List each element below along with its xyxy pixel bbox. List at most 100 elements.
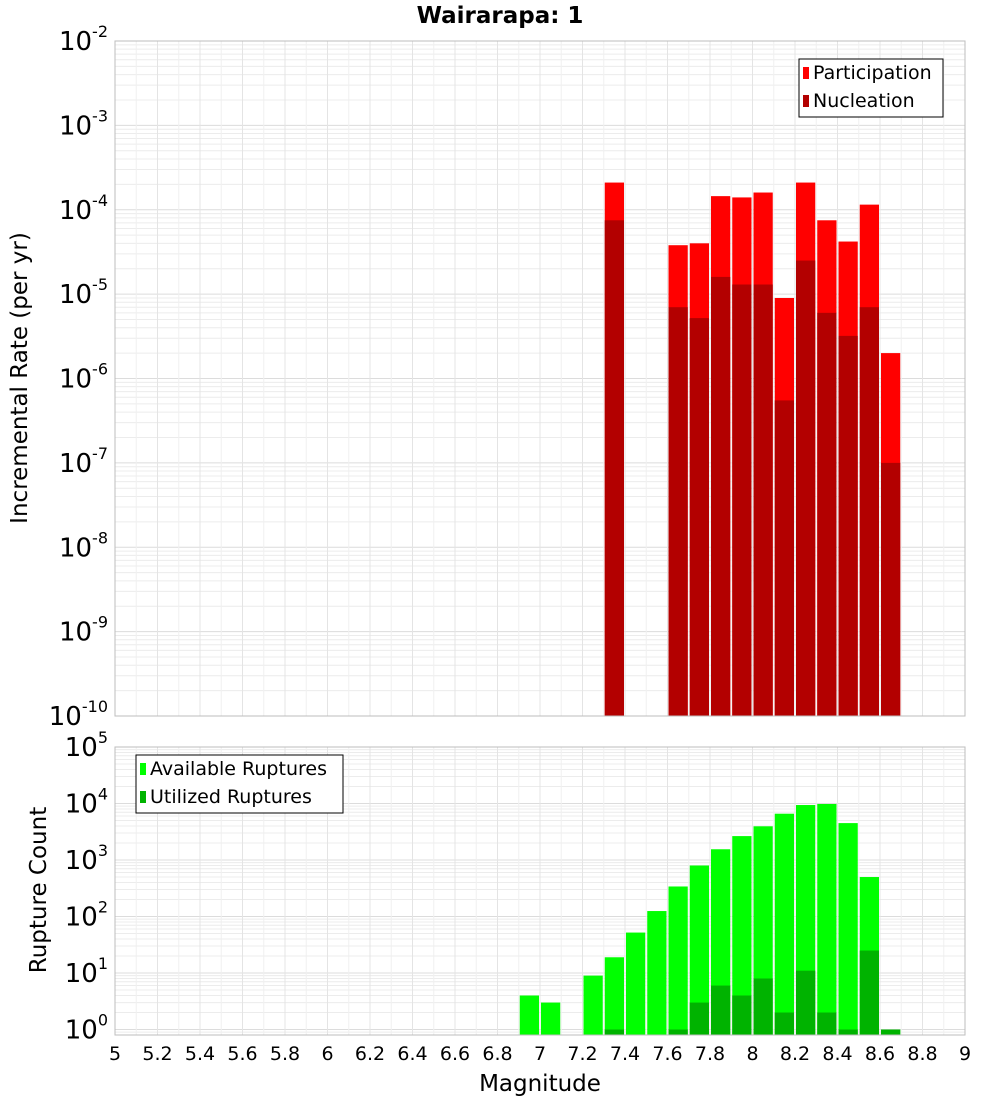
bar xyxy=(753,978,773,1035)
bar xyxy=(519,995,539,1035)
legend-box xyxy=(798,58,944,118)
bar xyxy=(711,985,731,1035)
x-tick-label: 5.6 xyxy=(227,1043,257,1065)
x-tick-label: 6.6 xyxy=(440,1043,470,1065)
bar xyxy=(668,1029,688,1035)
x-tick-label: 8.8 xyxy=(907,1043,937,1065)
x-tick-label: 6.2 xyxy=(355,1043,385,1065)
bar xyxy=(668,886,688,1035)
bar xyxy=(881,462,901,716)
bar xyxy=(838,823,858,1035)
bar xyxy=(732,995,752,1035)
bar xyxy=(732,836,752,1035)
legend-box xyxy=(135,754,344,814)
x-tick-label: 5.2 xyxy=(142,1043,172,1065)
x-tick-label: 8.6 xyxy=(865,1043,895,1065)
x-tick-label: 8 xyxy=(746,1043,758,1065)
top-grid xyxy=(114,40,966,717)
legend-swatch xyxy=(140,791,146,803)
x-tick-label: 6.4 xyxy=(397,1043,427,1065)
y-tick-label: 10-5 xyxy=(59,275,108,310)
x-tick-label: 9 xyxy=(959,1043,971,1065)
y-tick-label: 10-2 xyxy=(59,22,108,57)
y-tick-label: 102 xyxy=(65,898,108,933)
y-tick-label: 10-10 xyxy=(49,697,108,732)
legend-label: Nucleation xyxy=(813,90,915,112)
y-tick-label: 10-3 xyxy=(59,106,108,141)
bar xyxy=(817,804,837,1035)
bar xyxy=(689,318,709,716)
top-y-ticks: 10-2 10-3 10-4 10-5 10-6 10-7 10-8 10-9 10-10 xyxy=(49,22,108,732)
x-tick-label: 5.8 xyxy=(270,1043,300,1065)
y-tick-label: 100 xyxy=(65,1011,108,1046)
x-tick-label: 5 xyxy=(109,1043,121,1065)
x-tick-label: 8.2 xyxy=(780,1043,810,1065)
y-tick-label: 104 xyxy=(65,785,108,820)
bar xyxy=(541,1002,561,1035)
bar xyxy=(774,400,794,716)
x-tick-label: 8.4 xyxy=(822,1043,852,1065)
bar xyxy=(796,260,816,716)
x-tick-label: 7 xyxy=(534,1043,546,1065)
legend-label: Utilized Ruptures xyxy=(150,786,312,808)
y-tick-label: 10-6 xyxy=(59,360,108,395)
y-tick-label: 10-9 xyxy=(59,613,108,648)
bar xyxy=(711,276,731,716)
bar xyxy=(583,975,603,1035)
x-tick-label: 5.4 xyxy=(185,1043,215,1065)
x-tick-label: 7.4 xyxy=(610,1043,640,1065)
bottom-y-axis-label: Rupture Count xyxy=(26,807,52,973)
x-tick-label: 7.6 xyxy=(652,1043,682,1065)
x-tick-label: 6 xyxy=(321,1043,333,1065)
bar xyxy=(668,307,688,716)
top-legend: Participation Nucleation xyxy=(798,58,944,118)
legend-swatch xyxy=(803,67,809,79)
chart-title: Wairarapa: 1 xyxy=(417,3,584,29)
bar xyxy=(732,284,752,716)
y-tick-label: 10-7 xyxy=(59,444,108,479)
bar xyxy=(753,284,773,716)
x-tick-label: 7.2 xyxy=(567,1043,597,1065)
y-tick-label: 101 xyxy=(65,954,108,989)
bottom-legend: Available Ruptures Utilized Ruptures xyxy=(135,754,344,814)
y-tick-label: 105 xyxy=(65,728,108,763)
bottom-plot-frame xyxy=(114,746,966,1036)
bar xyxy=(604,1029,624,1035)
bar xyxy=(838,1029,858,1035)
x-ticks: 5 5.2 5.4 5.6 5.8 6 6.2 6.4 6.6 6.8 7 7.2 7.4 7.6 7.8 8… xyxy=(109,1043,971,1065)
bar xyxy=(647,911,667,1035)
bar xyxy=(859,307,879,716)
bar xyxy=(604,957,624,1035)
y-tick-label: 10-4 xyxy=(59,191,108,226)
bar xyxy=(626,932,646,1035)
top-panel: 10-2 10-3 10-4 10-5 10-6 10-7 10-8 10-9 10-10 Par… xyxy=(49,22,966,732)
x-tick-label: 7.8 xyxy=(695,1043,725,1065)
legend-swatch xyxy=(803,95,809,107)
bar xyxy=(774,1012,794,1035)
bar xyxy=(689,1002,709,1035)
x-tick-label: 6.8 xyxy=(482,1043,512,1065)
bar xyxy=(604,220,624,717)
top-series-front xyxy=(604,220,901,717)
y-tick-label: 103 xyxy=(65,841,108,876)
legend-swatch xyxy=(140,763,146,775)
bar xyxy=(859,950,879,1035)
bottom-series-front xyxy=(604,950,901,1035)
y-tick-label: 10-8 xyxy=(59,528,108,563)
bottom-y-ticks: 105 104 103 102 101 100 xyxy=(65,728,108,1046)
top-y-axis-label: Incremental Rate (per yr) xyxy=(7,232,33,524)
legend-label: Participation xyxy=(813,62,932,84)
bar xyxy=(796,970,816,1035)
bar xyxy=(817,312,837,716)
bar xyxy=(838,335,858,716)
legend-label: Available Ruptures xyxy=(150,758,327,780)
bar xyxy=(689,865,709,1035)
top-plot-frame xyxy=(114,40,966,717)
bar xyxy=(774,813,794,1035)
x-axis-label: Magnitude xyxy=(479,1071,601,1097)
bar xyxy=(881,1029,901,1035)
bar xyxy=(817,1012,837,1035)
